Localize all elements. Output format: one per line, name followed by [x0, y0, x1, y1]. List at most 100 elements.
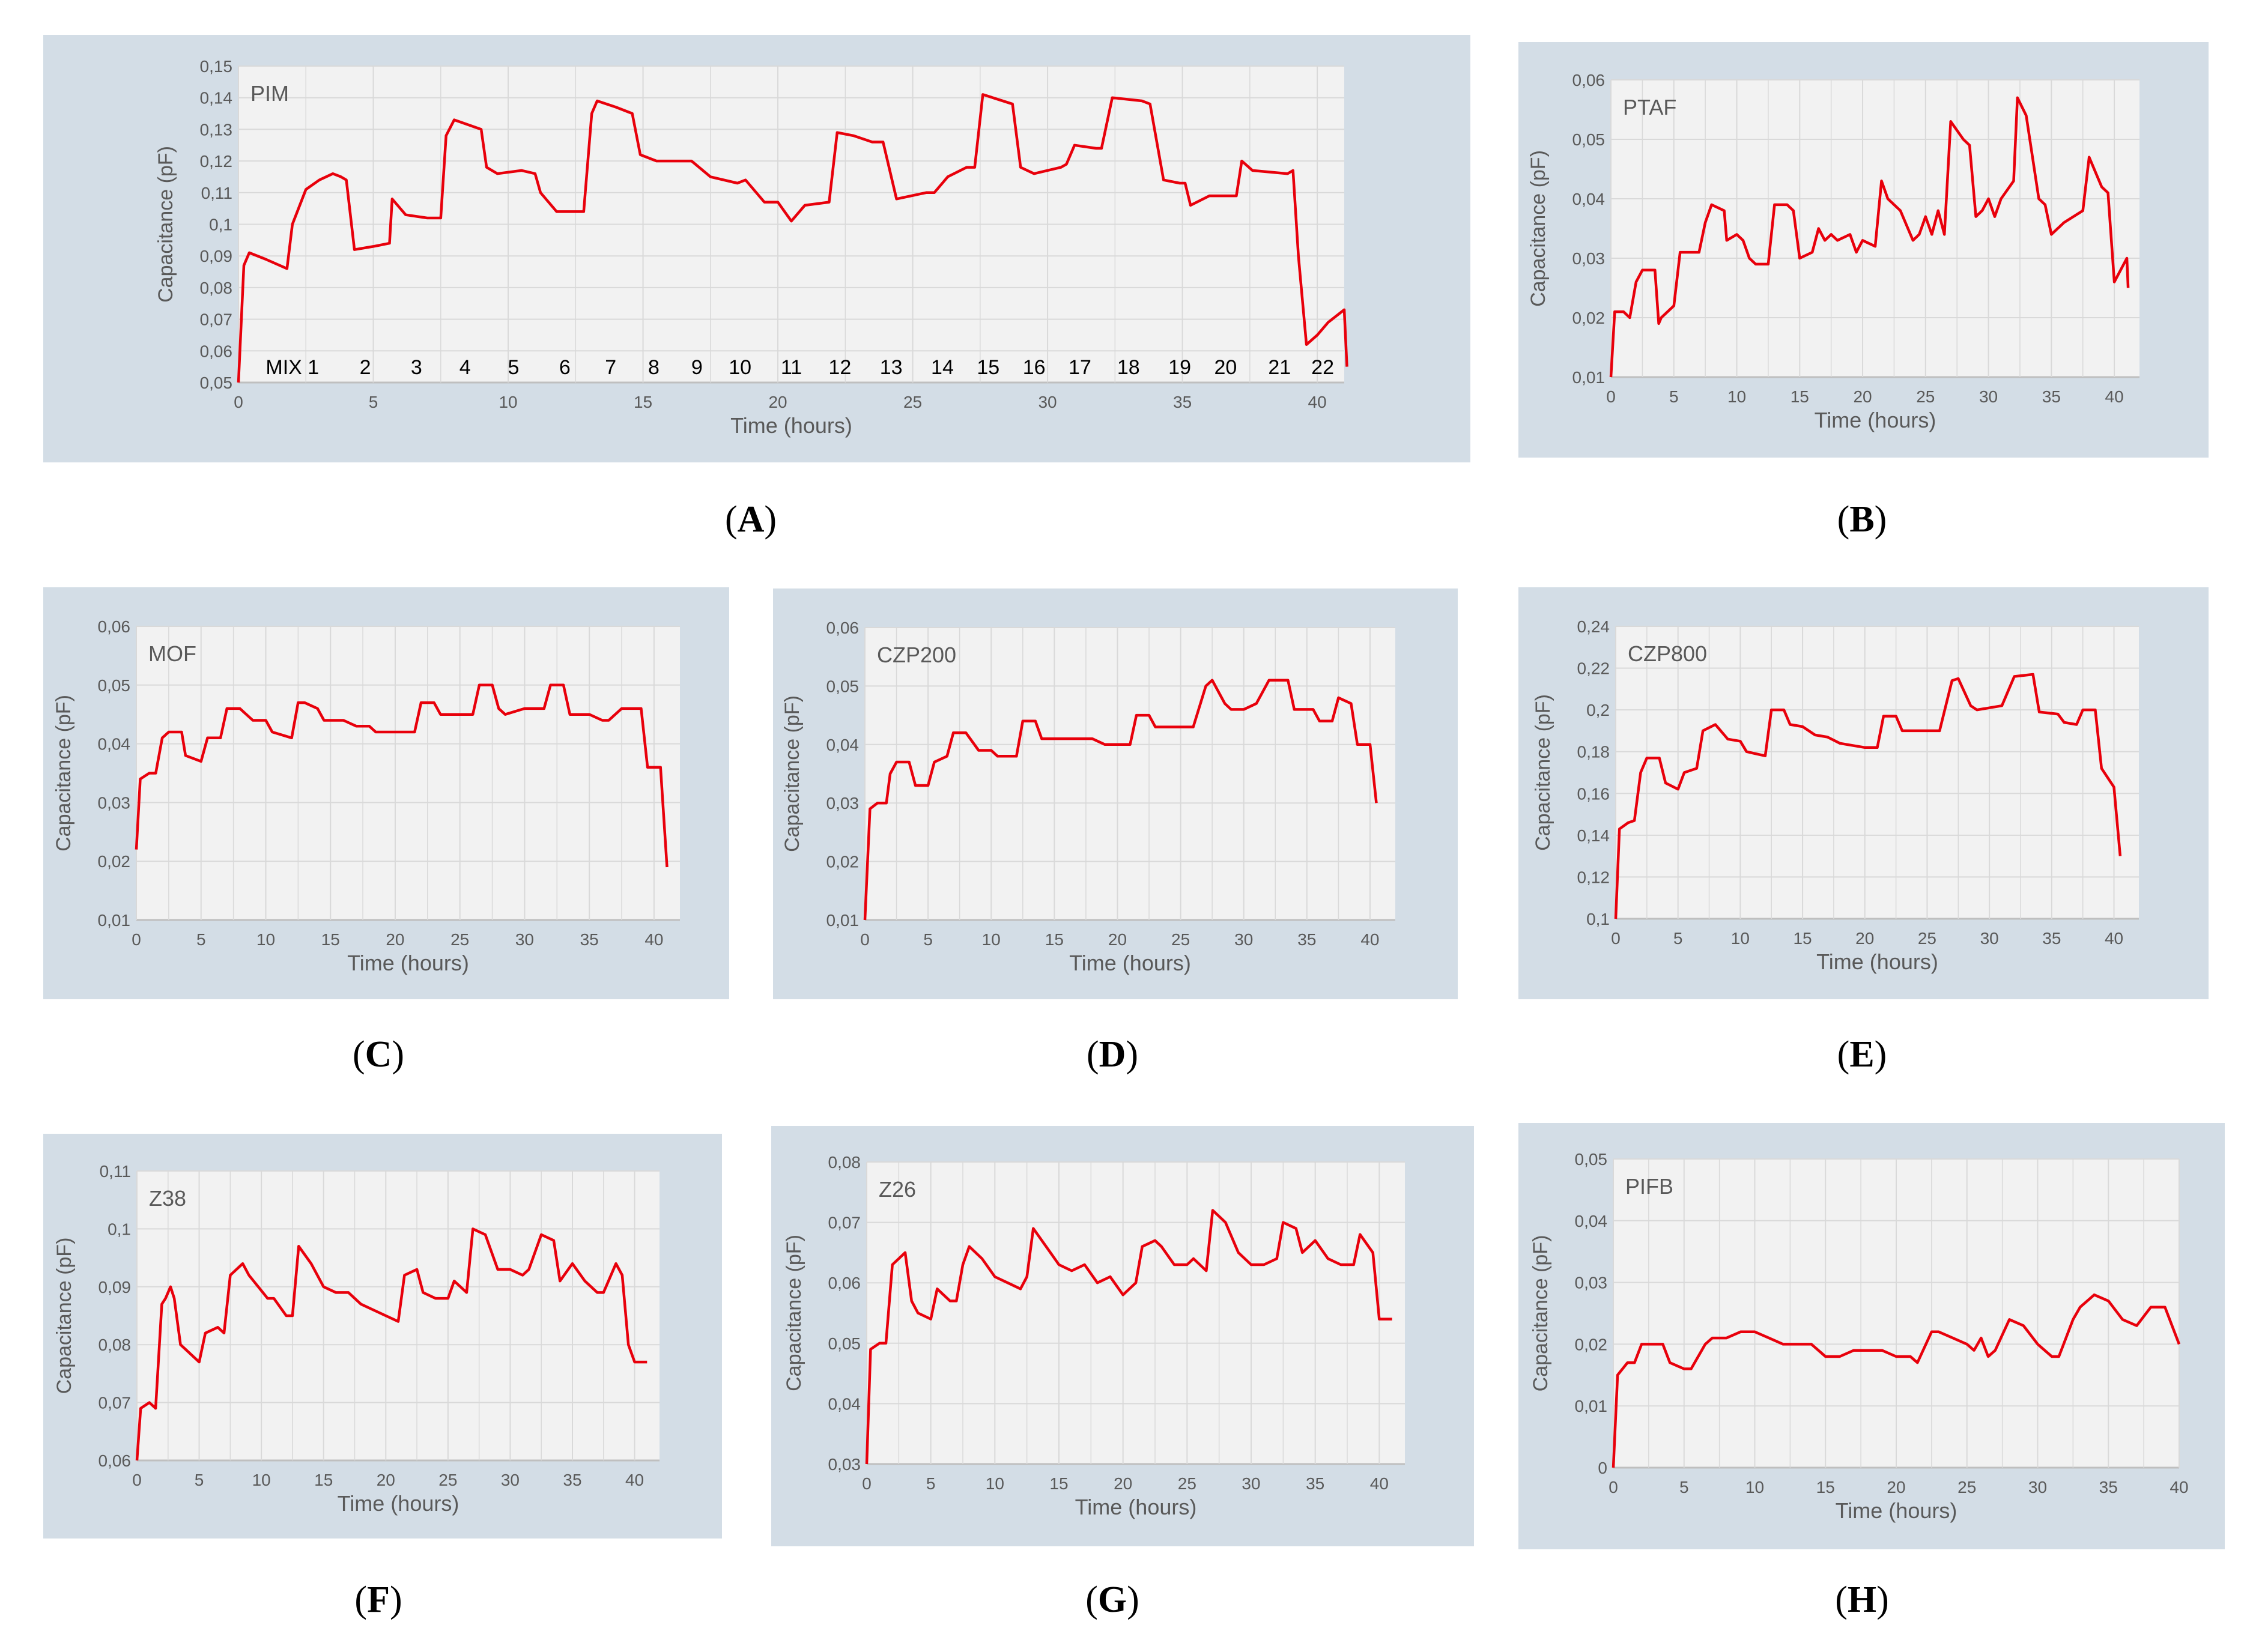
x-tick-label: 10	[499, 393, 517, 411]
y-tick-label: 0,14	[200, 89, 233, 107]
caption-paren-open: (	[1835, 1579, 1848, 1620]
y-tick-label: 0,16	[1577, 784, 1610, 803]
y-tick-label: 0,03	[1575, 1274, 1608, 1292]
y-tick-label: 0,06	[826, 619, 860, 637]
y-tick-label: 0,18	[1577, 743, 1610, 761]
x-tick-label: 0	[234, 393, 243, 411]
series-line-f	[135, 1227, 647, 1461]
chart-h: 0 0,01 0,02 0,03 0,04 0,05 0 5 10 15 20 25 30 35 40 Tim…	[1518, 1123, 2225, 1620]
caption-paren-close: )	[390, 1579, 402, 1620]
y-tick-label: 0,07	[200, 310, 233, 329]
chart-title: PTAF	[1623, 95, 1676, 120]
mix-label: 7	[605, 356, 616, 379]
x-axis-title: Time (hours)	[1069, 951, 1191, 975]
x-tick-label: 20	[1887, 1478, 1905, 1496]
x-tick-label: 40	[1308, 393, 1327, 411]
chart-title: CZP200	[877, 643, 956, 667]
caption-paren-close: )	[764, 499, 777, 540]
plot-area	[1616, 626, 2139, 919]
mix-label: 2	[360, 356, 371, 379]
x-tick-label: 20	[1853, 387, 1872, 406]
series-line-a	[237, 93, 1348, 383]
mix-label: 11	[781, 356, 802, 379]
x-tick-label: 15	[1793, 929, 1812, 948]
y-axis-title: Capacitance (pF)	[1529, 1235, 1552, 1392]
y-tick-label: 0,05	[826, 677, 860, 695]
x-tick-label: 25	[903, 393, 922, 411]
x-tick-label: 10	[256, 930, 275, 949]
x-tick-label: 30	[515, 930, 534, 949]
y-tick-label: 0,04	[828, 1394, 861, 1413]
x-tick-label: 25	[438, 1471, 457, 1489]
y-tick-label: 0,08	[828, 1153, 861, 1172]
x-axis-title: Time (hours)	[730, 413, 852, 438]
chart-e: 0,1 0,12 0,14 0,16 0,18 0,2 0,22 0,24 0 5 10 15 20 25…	[1518, 587, 2209, 1075]
mix-label: 13	[880, 356, 903, 379]
x-tick-label: 30	[1979, 387, 1998, 406]
caption-letter: C	[365, 1034, 392, 1075]
x-tick-label: 0	[1611, 929, 1621, 948]
x-tick-label: 35	[1297, 930, 1316, 949]
x-tick-label: 35	[580, 930, 599, 949]
x-tick-label: 15	[1816, 1478, 1835, 1496]
x-tick-label: 0	[132, 1471, 142, 1489]
x-tick-label: 5	[1673, 929, 1683, 948]
caption-paren-close: )	[1876, 1579, 1889, 1620]
y-tick-label: 0,1	[209, 216, 232, 234]
caption-letter: E	[1849, 1034, 1874, 1075]
caption-paren-open: (	[353, 1034, 365, 1075]
x-tick-label: 15	[634, 393, 652, 411]
y-tick-label: 0,06	[98, 617, 131, 636]
x-tick-label: 10	[252, 1471, 271, 1489]
chart-a: 0,05 0,06 0,07 0,08 0,09 0,1 0,11 0,12 0,13 0,14 0…	[43, 35, 1470, 540]
plot-area	[865, 628, 1395, 920]
panel-caption: (F)	[354, 1579, 402, 1620]
y-tick-label: 0,09	[99, 1278, 132, 1296]
x-tick-label: 25	[1178, 1474, 1196, 1493]
x-tick-label: 20	[1108, 930, 1127, 949]
series-line-e	[1614, 673, 2122, 919]
x-tick-label: 5	[923, 930, 933, 949]
x-tick-label: 30	[501, 1471, 520, 1489]
x-tick-label: 0	[862, 1474, 872, 1493]
series-line-d	[863, 679, 1378, 921]
x-tick-label: 35	[1306, 1474, 1324, 1493]
mix-label: 16	[1023, 356, 1046, 379]
chart-title: MOF	[148, 641, 196, 666]
y-tick-label: 0,09	[200, 247, 233, 265]
y-tick-label: 0,14	[1577, 826, 1610, 845]
x-tick-label: 5	[1679, 1478, 1689, 1496]
caption-paren-open: (	[1085, 1579, 1098, 1620]
mix-label: 14	[931, 356, 954, 379]
y-tick-label: 0,05	[828, 1334, 861, 1353]
y-tick-label: 0,1	[108, 1220, 131, 1238]
x-tick-label: 35	[1173, 393, 1192, 411]
x-tick-label: 35	[563, 1471, 581, 1489]
x-tick-label: 20	[1114, 1474, 1132, 1493]
y-tick-label: 0,05	[1572, 130, 1606, 149]
caption-letter: B	[1849, 499, 1874, 540]
x-tick-label: 30	[2028, 1478, 2047, 1496]
series-line-h	[1612, 1293, 2181, 1468]
mix-label: 15	[977, 356, 999, 379]
caption-letter: F	[367, 1579, 390, 1620]
caption-letter: A	[738, 499, 765, 540]
y-tick-label: 0,05	[98, 676, 131, 695]
mix-label: 17	[1069, 356, 1091, 379]
panel-caption: (H)	[1835, 1579, 1889, 1620]
caption-paren-close: )	[392, 1034, 404, 1075]
mix-label: 21	[1268, 356, 1291, 379]
x-tick-label: 10	[986, 1474, 1004, 1493]
x-axis-title: Time (hours)	[338, 1491, 459, 1516]
chart-c: 0,01 0,02 0,03 0,04 0,05 0,06 0 5 10 15 20 25 30 35 40…	[43, 587, 729, 1075]
x-tick-label: 30	[1038, 393, 1057, 411]
x-tick-label: 20	[377, 1471, 395, 1489]
y-tick-label: 0,08	[200, 279, 233, 297]
y-tick-label: 0,22	[1577, 659, 1610, 678]
x-tick-label: 20	[386, 930, 404, 949]
y-axis-title: Capacitance (pF)	[783, 1235, 805, 1391]
caption-paren-close: )	[1127, 1579, 1139, 1620]
panel-caption: (C)	[353, 1034, 404, 1075]
x-tick-label: 0	[860, 930, 870, 949]
y-axis-title: Capacitance (pF)	[1532, 694, 1554, 851]
